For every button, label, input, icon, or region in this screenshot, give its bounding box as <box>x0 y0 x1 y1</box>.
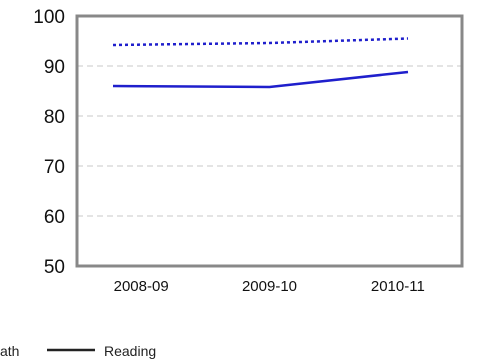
legend-label-reading: Reading <box>104 343 156 359</box>
series-line-reading <box>112 70 409 89</box>
x-tick-label: 2008-09 <box>114 278 169 295</box>
y-tick-label: 100 <box>33 7 65 28</box>
series-line-math <box>112 37 409 47</box>
legend-label-math: ath <box>0 343 19 359</box>
y-tick-label: 70 <box>44 157 65 178</box>
grid-lines <box>77 65 462 217</box>
x-tick-label: 2010-11 <box>371 278 425 295</box>
plot-area-border <box>75 14 464 268</box>
series-lines <box>112 37 409 89</box>
legend: ath Reading <box>0 343 156 359</box>
y-tick-labels: 50 60 70 80 90 100 <box>33 7 65 278</box>
y-tick-label: 50 <box>44 257 65 278</box>
y-tick-label: 80 <box>44 107 65 128</box>
x-tick-labels: 2008-09 2009-10 2010-11 <box>114 278 425 295</box>
y-tick-label: 60 <box>44 207 65 228</box>
x-tick-label: 2009-10 <box>242 278 297 295</box>
y-tick-label: 90 <box>44 57 65 78</box>
